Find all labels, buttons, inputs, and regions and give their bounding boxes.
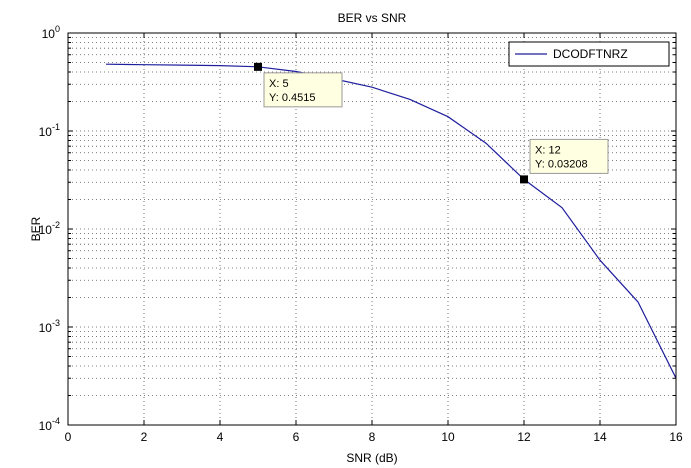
x-tick-label: 6 [293,430,300,444]
x-tick-label: 0 [65,430,72,444]
x-tick-label: 12 [517,430,531,444]
y-axis-title: BER [29,216,43,241]
datatip-box [263,72,343,108]
datatip-box [529,138,609,174]
datatip-marker [254,62,262,71]
legend-label: DCODFTNRZ [553,47,628,61]
series-line-dcodftnrz [105,63,677,379]
datatip-marker [520,175,528,184]
grid-lines [68,33,676,425]
y-tick-label: 10-3 [39,318,60,335]
x-axis-title: SNR (dB) [346,451,397,465]
legend: DCODFTNRZ [508,41,670,67]
x-tick-label: 16 [669,430,683,444]
x-tick-label: 14 [593,430,607,444]
chart-title: BER vs SNR [338,11,407,25]
x-tick-label: 2 [141,430,148,444]
axis-ticks [67,33,677,425]
datatip-y-text: Y: 0.03208 [535,158,588,170]
y-tick-label: 10-2 [39,220,60,237]
x-tick-label: 8 [369,430,376,444]
datatip-x-text: X: 12 [535,144,561,156]
y-tick-labels: 100 10-1 10-2 10-3 10-4 [39,24,60,433]
x-tick-labels: 0 2 4 6 8 10 12 14 16 [65,430,683,444]
x-tick-label: 4 [217,430,224,444]
datatips-layer: X: 5 Y: 0.4515 X: 12 Y: 0.03208 [254,62,609,184]
datatip-y-text: Y: 0.4515 [269,92,316,104]
y-tick-label: 100 [42,24,60,41]
series-layer [105,63,677,379]
y-tick-label: 10-4 [39,416,60,433]
x-tick-label: 10 [441,430,455,444]
datatip-x-text: X: 5 [269,78,289,90]
y-tick-label: 10-1 [39,122,60,139]
